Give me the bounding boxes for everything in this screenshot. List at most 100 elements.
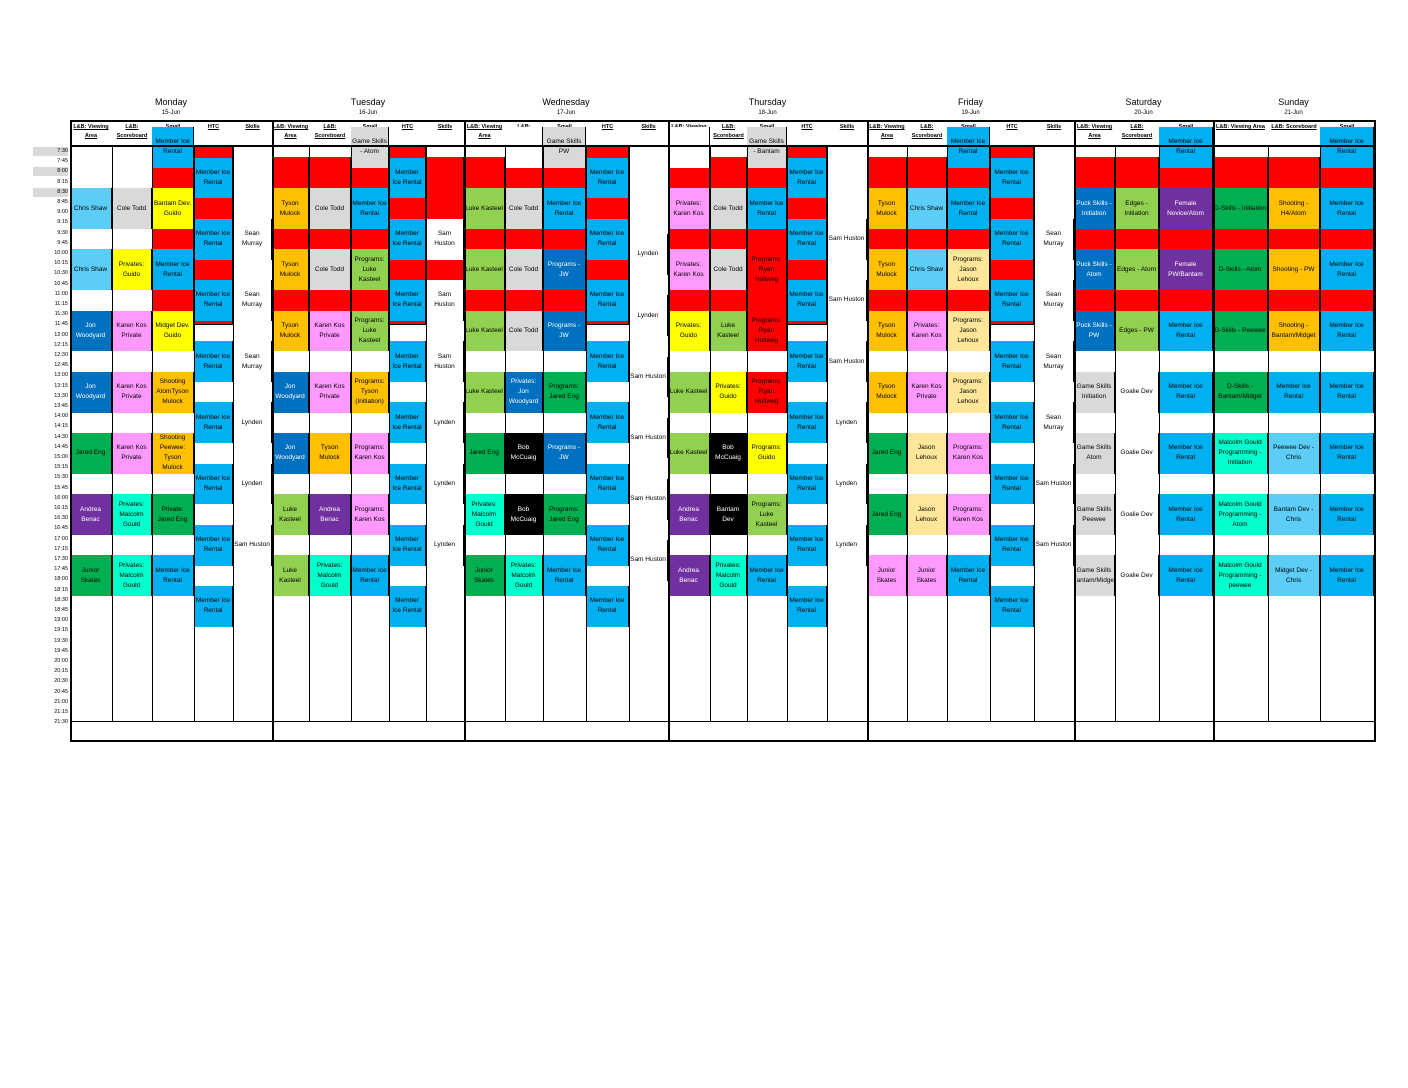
schedule-block[interactable]: Cole Todd	[505, 249, 543, 291]
schedule-block[interactable]: D-Skills - Peewee	[1213, 310, 1268, 352]
schedule-block[interactable]: Programs: Jason Lehoux	[947, 371, 990, 413]
schedule-block[interactable]: Programs: Karen Kos	[351, 494, 389, 535]
schedule-block[interactable]: Tyson Mulock	[867, 371, 907, 413]
schedule-block[interactable]: Programs: Ryan Hollweg	[747, 249, 787, 291]
schedule-block[interactable]: Andrea Benac	[70, 494, 112, 535]
schedule-block[interactable]: Member Ice Rental	[389, 280, 426, 321]
schedule-block[interactable]: Karen Kos Private	[309, 371, 351, 413]
schedule-block[interactable]: D-Skills - Atom	[1213, 249, 1268, 291]
schedule-block[interactable]: Sam Huston	[827, 280, 867, 321]
schedule-block[interactable]: Member Ice Rental	[194, 218, 233, 260]
schedule-block[interactable]: Bob McCuaig	[505, 494, 543, 535]
schedule-block[interactable]: Jason Lehoux	[907, 433, 947, 474]
schedule-block[interactable]: Programs: Jared Eng	[543, 371, 586, 413]
schedule-block[interactable]: Jon Woodyard	[272, 433, 309, 474]
schedule-block[interactable]: Programs: Ryan Hollweg	[747, 310, 787, 352]
schedule-block[interactable]: Member Ice Rental	[351, 188, 389, 229]
schedule-block[interactable]: Member Ice Rental	[389, 402, 426, 444]
schedule-block[interactable]: Member Ice Rental	[1320, 127, 1374, 168]
schedule-block[interactable]: Bantam Dev - Chris	[1268, 494, 1320, 535]
schedule-block[interactable]: Member Ice Rental	[586, 524, 629, 566]
schedule-block[interactable]: Programs: Jason Lehoux	[947, 310, 990, 352]
schedule-block[interactable]: Puck Skills - Atom	[1074, 249, 1115, 291]
schedule-block[interactable]: Sam Huston	[629, 540, 668, 581]
schedule-block[interactable]: Tyson Mulock	[867, 188, 907, 229]
schedule-block[interactable]: Goalie Dev	[1115, 371, 1159, 413]
schedule-block[interactable]: Chris Shaw	[70, 188, 112, 229]
schedule-block[interactable]: Tyson Mulock	[867, 249, 907, 291]
schedule-block[interactable]: Bantam Dev. Guido	[152, 188, 194, 229]
schedule-block[interactable]: Member Ice Rental	[194, 463, 233, 505]
schedule-block[interactable]: Privates: Malcolm Gould	[112, 494, 152, 535]
schedule-block[interactable]: Member Ice Rental	[787, 157, 827, 199]
schedule-block[interactable]: Sam Huston	[426, 218, 464, 260]
schedule-block[interactable]: Lynden	[827, 402, 867, 444]
schedule-block[interactable]: Malcolm Gould Programming - peewee	[1213, 555, 1268, 597]
schedule-block[interactable]: Member Ice Rental	[389, 218, 426, 260]
schedule-block[interactable]: Sam Huston	[629, 417, 668, 459]
schedule-block[interactable]: Member Ice Rental	[990, 524, 1034, 566]
schedule-block[interactable]: Tyson Mulock	[867, 310, 907, 352]
schedule-block[interactable]: Sean Murray	[1034, 280, 1074, 321]
schedule-block[interactable]: Member Ice Rental	[1320, 188, 1374, 229]
schedule-block[interactable]: -	[668, 127, 710, 168]
schedule-block[interactable]: Privates: Malcolm Gould	[710, 555, 747, 597]
schedule-block[interactable]: Member Ice Rental	[586, 218, 629, 260]
schedule-block[interactable]: Privates: Malcolm Gould	[464, 494, 505, 535]
schedule-block[interactable]: Malcolm Gould Programming - Atom	[1213, 494, 1268, 535]
schedule-block[interactable]: Member Ice Rental	[787, 280, 827, 321]
schedule-block[interactable]: Member Ice Rental	[389, 463, 426, 505]
schedule-block[interactable]: Member Ice Rental	[152, 127, 194, 168]
schedule-block[interactable]: Member Ice Rental	[787, 463, 827, 505]
schedule-block[interactable]: Member Ice Rental	[787, 586, 827, 627]
schedule-block[interactable]: Member Ice Rental	[1159, 433, 1213, 474]
schedule-block[interactable]: Jared Eng	[464, 433, 505, 474]
schedule-block[interactable]: Member Ice Rental	[389, 586, 426, 627]
schedule-block[interactable]: Cole Todd	[505, 188, 543, 229]
schedule-block[interactable]: Privates: Karen Kos	[668, 188, 710, 229]
schedule-block[interactable]: Privates: Guido	[112, 249, 152, 291]
schedule-block[interactable]: Member Ice Rental	[1159, 494, 1213, 535]
schedule-block[interactable]: Programs - JW	[543, 249, 586, 291]
schedule-block[interactable]: Junior Skates	[867, 555, 907, 597]
schedule-block[interactable]: Sean Murray	[233, 341, 272, 382]
schedule-block[interactable]: Member Ice Rental	[586, 463, 629, 505]
schedule-block[interactable]: Sam Huston	[629, 478, 668, 520]
schedule-block[interactable]: Privates: Malcolm Gould	[112, 555, 152, 597]
schedule-block[interactable]: Programs: Guido	[747, 433, 787, 474]
schedule-block[interactable]: Privates: Jon Woodyard	[505, 371, 543, 413]
schedule-block[interactable]: Member Ice Rental	[152, 249, 194, 291]
schedule-block[interactable]: Lynden	[827, 463, 867, 505]
schedule-block[interactable]: Lynden	[426, 402, 464, 444]
schedule-block[interactable]: Puck Skills - PW	[1074, 310, 1115, 352]
schedule-block[interactable]: Sam Huston	[426, 341, 464, 382]
schedule-block[interactable]: Luke Kasteel	[464, 371, 505, 413]
schedule-block[interactable]: Member Ice Rental	[1159, 371, 1213, 413]
schedule-block[interactable]: Shooting - H4/Atom	[1268, 188, 1320, 229]
schedule-block[interactable]: Member Ice Rental	[787, 218, 827, 260]
schedule-block[interactable]: Member Ice Rental	[787, 524, 827, 566]
schedule-block[interactable]: Sam Huston	[233, 524, 272, 566]
schedule-block[interactable]: Member Ice Rental	[1320, 555, 1374, 597]
schedule-block[interactable]: Sam Huston	[426, 280, 464, 321]
schedule-block[interactable]: Karen Kos Private	[907, 371, 947, 413]
schedule-block[interactable]: Luke Kasteel	[272, 555, 309, 597]
schedule-block[interactable]: Tyson Mulock	[309, 433, 351, 474]
schedule-block[interactable]: Tyson Mulock	[272, 188, 309, 229]
schedule-block[interactable]: Privates: Malcolm Gould	[309, 555, 351, 597]
schedule-block[interactable]: Jon Woodyard	[70, 310, 112, 352]
schedule-block[interactable]: Sean Murray	[1034, 402, 1074, 444]
schedule-block[interactable]: Game Skills PW	[543, 127, 586, 168]
schedule-block[interactable]: Lynden	[426, 524, 464, 566]
schedule-block[interactable]: Cole Todd	[505, 310, 543, 352]
schedule-block[interactable]: Member Ice Rental	[990, 586, 1034, 627]
schedule-block[interactable]: Tyson Mulock	[272, 249, 309, 291]
schedule-block[interactable]: Member Ice Rental	[990, 341, 1034, 382]
schedule-block[interactable]: Game Skills Atom	[1074, 433, 1115, 474]
schedule-block[interactable]: Luke Kasteel	[710, 310, 747, 352]
schedule-block[interactable]: Member Ice Rental	[947, 555, 990, 597]
schedule-block[interactable]: Bob McCuaig	[505, 433, 543, 474]
schedule-block[interactable]: Chris Shaw	[907, 249, 947, 291]
schedule-block[interactable]: Luke Kasteel	[464, 310, 505, 352]
schedule-block[interactable]: Luke Kasteel	[464, 188, 505, 229]
